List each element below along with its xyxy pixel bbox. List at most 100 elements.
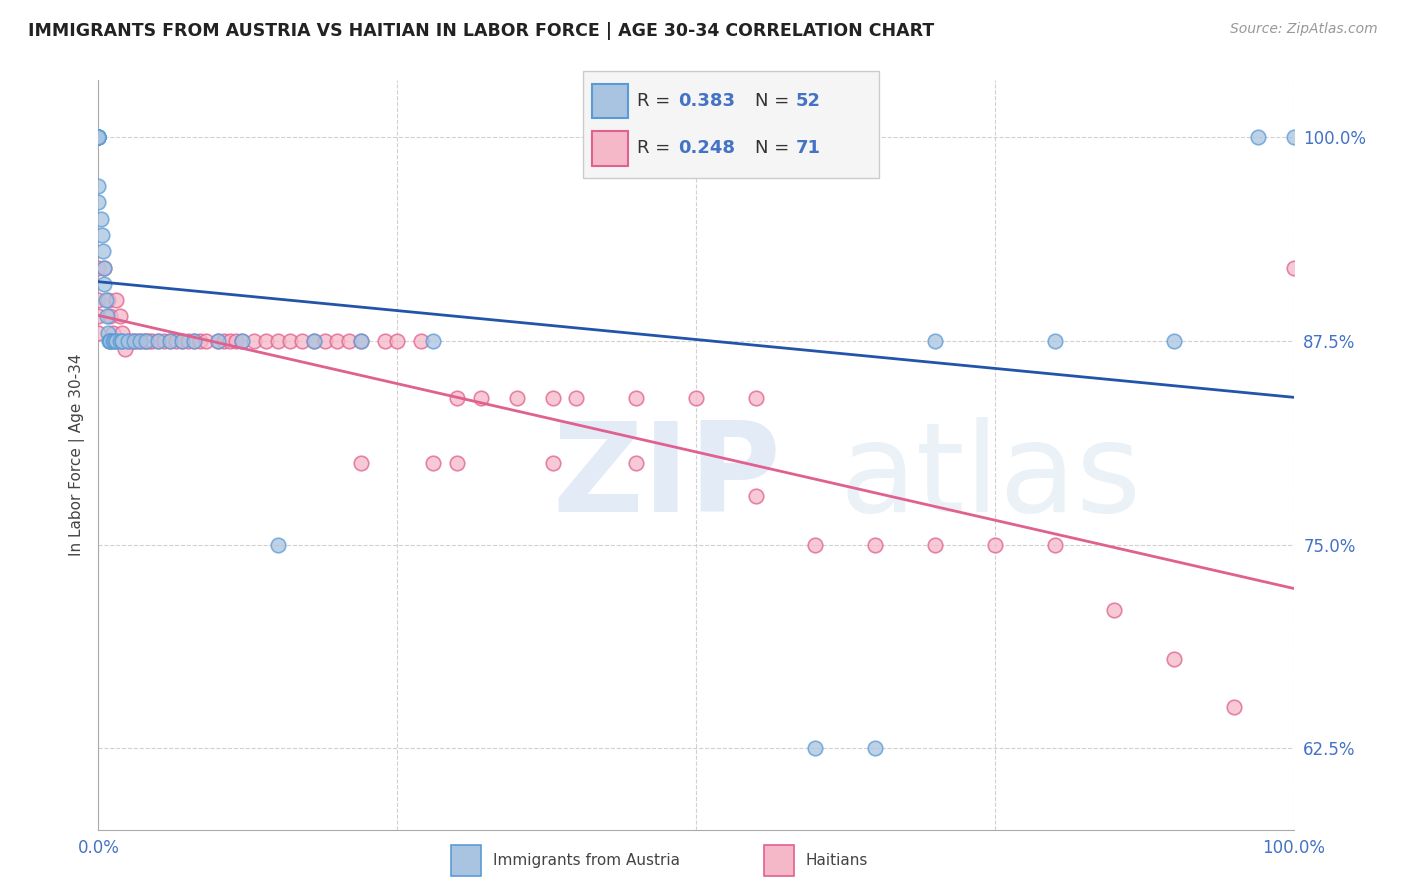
Point: [541, 391, 564, 405]
Point: [87, 260, 110, 275]
Point: [446, 391, 468, 405]
Point: [87, 130, 110, 145]
Point: [626, 456, 648, 470]
Point: [1247, 130, 1270, 145]
Point: [87, 130, 110, 145]
Point: [865, 741, 887, 756]
Point: [183, 334, 205, 348]
Point: [98, 334, 122, 348]
FancyBboxPatch shape: [583, 71, 879, 178]
Point: [87, 310, 110, 324]
Point: [93, 260, 115, 275]
Point: [87, 195, 110, 210]
Point: [135, 334, 157, 348]
Point: [148, 334, 170, 348]
Text: 52: 52: [796, 93, 821, 111]
Point: [105, 334, 128, 348]
Point: [172, 334, 194, 348]
Point: [745, 489, 768, 503]
Point: [350, 456, 373, 470]
Point: [315, 334, 337, 348]
Point: [326, 334, 349, 348]
Point: [165, 334, 187, 348]
Point: [207, 334, 229, 348]
Point: [91, 227, 114, 242]
Point: [565, 391, 588, 405]
Text: 0.248: 0.248: [678, 139, 735, 157]
Point: [129, 334, 152, 348]
Point: [231, 334, 253, 348]
Point: [924, 334, 946, 348]
Point: [108, 310, 131, 324]
Point: [183, 334, 205, 348]
Text: 0.383: 0.383: [678, 93, 735, 111]
Point: [302, 334, 325, 348]
Point: [924, 537, 946, 551]
Point: [87, 326, 110, 340]
Point: [87, 179, 110, 194]
Point: [93, 277, 115, 291]
Point: [541, 456, 564, 470]
Point: [865, 537, 887, 551]
Point: [93, 260, 115, 275]
Point: [87, 130, 110, 145]
Point: [117, 334, 139, 348]
Point: [87, 130, 110, 145]
Point: [172, 334, 194, 348]
FancyBboxPatch shape: [592, 84, 627, 119]
Point: [87, 130, 110, 145]
Point: [97, 326, 120, 340]
Point: [87, 130, 110, 145]
Point: [159, 334, 181, 348]
Text: Haitians: Haitians: [806, 854, 868, 868]
Point: [446, 456, 468, 470]
Point: [103, 334, 125, 348]
Point: [111, 334, 134, 348]
Point: [105, 293, 128, 308]
Point: [111, 334, 134, 348]
Point: [374, 334, 396, 348]
Point: [267, 537, 290, 551]
Point: [125, 334, 148, 348]
Point: [278, 334, 301, 348]
Point: [87, 293, 110, 308]
Point: [422, 456, 444, 470]
Point: [195, 334, 218, 348]
Point: [87, 130, 110, 145]
Text: R =: R =: [637, 139, 676, 157]
Point: [339, 334, 361, 348]
Point: [231, 334, 253, 348]
Point: [470, 391, 492, 405]
Point: [804, 537, 827, 551]
Point: [87, 130, 110, 145]
Point: [177, 334, 200, 348]
Point: [1282, 130, 1305, 145]
Point: [1163, 334, 1185, 348]
FancyBboxPatch shape: [592, 131, 627, 166]
Text: R =: R =: [637, 93, 676, 111]
Text: N =: N =: [755, 139, 794, 157]
Text: Immigrants from Austria: Immigrants from Austria: [492, 854, 679, 868]
Point: [411, 334, 433, 348]
Point: [138, 334, 160, 348]
Point: [1282, 260, 1305, 275]
Point: [385, 334, 409, 348]
Point: [101, 326, 124, 340]
Point: [422, 334, 444, 348]
Point: [87, 130, 110, 145]
FancyBboxPatch shape: [451, 846, 481, 876]
Point: [685, 391, 707, 405]
Point: [148, 334, 170, 348]
Point: [207, 334, 229, 348]
Point: [219, 334, 242, 348]
Point: [1043, 537, 1066, 551]
Point: [254, 334, 277, 348]
Point: [626, 391, 648, 405]
FancyBboxPatch shape: [765, 846, 794, 876]
Point: [129, 334, 152, 348]
Point: [350, 334, 373, 348]
Point: [96, 310, 118, 324]
Point: [188, 334, 211, 348]
Text: Source: ZipAtlas.com: Source: ZipAtlas.com: [1230, 22, 1378, 37]
Point: [159, 334, 181, 348]
